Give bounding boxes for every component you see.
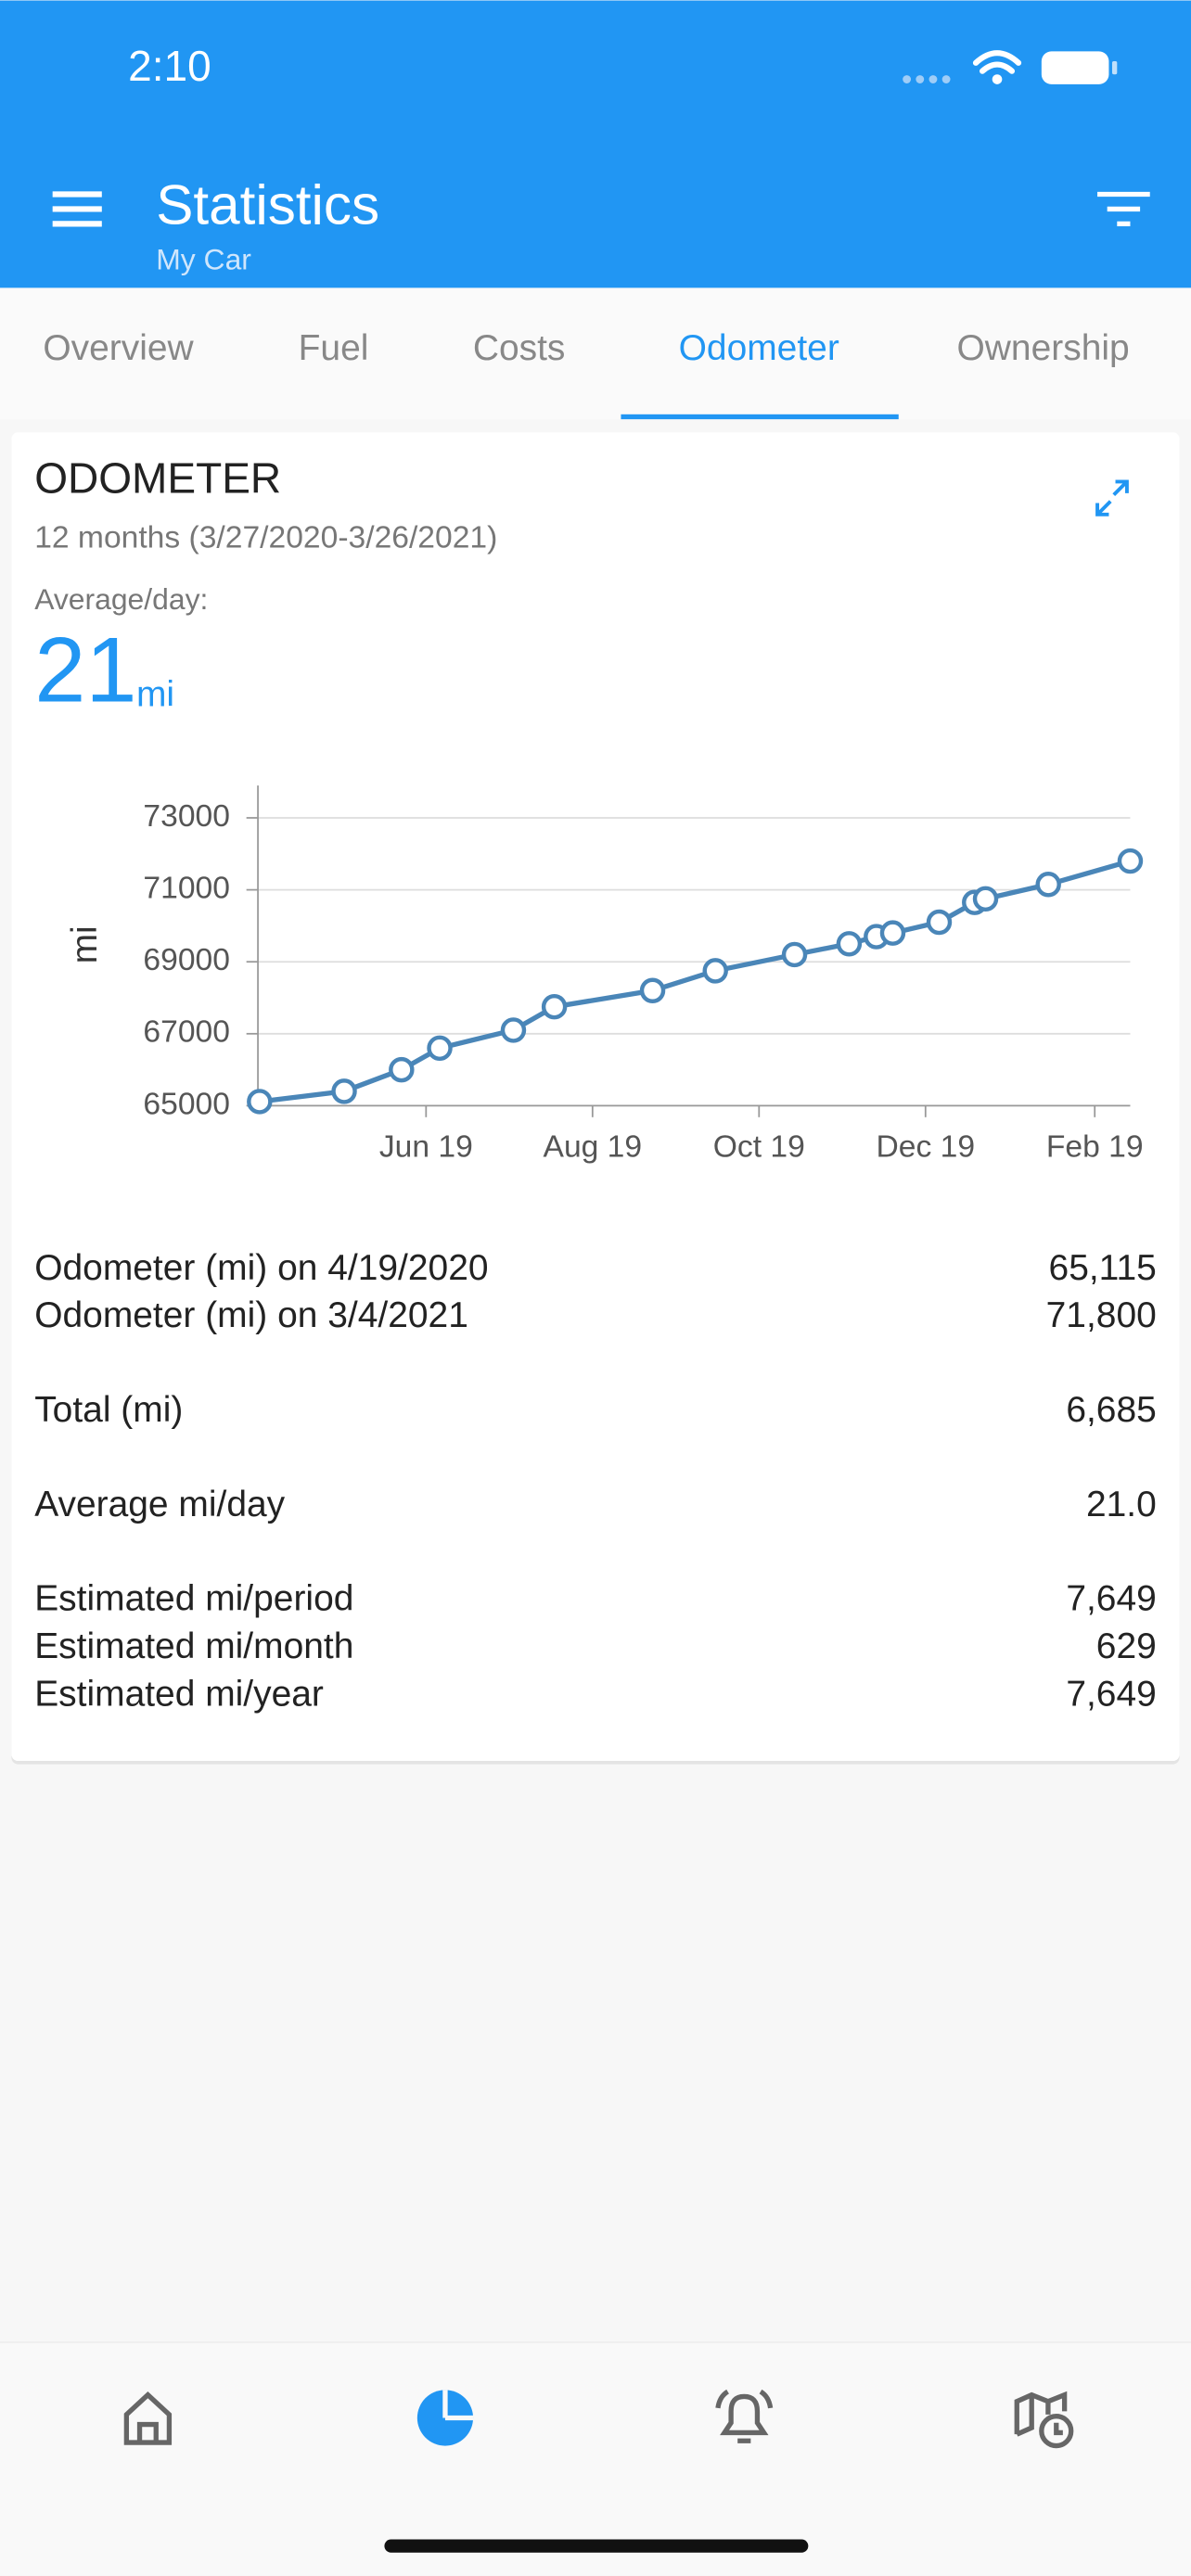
tabs: Overview Fuel Costs Odometer Ownership (43, 328, 1130, 420)
nav-reminders[interactable] (715, 2389, 774, 2443)
stat-value: 7,649 (1066, 1579, 1156, 1619)
stat-label: Estimated mi/year (34, 1674, 324, 1714)
battery-tip (1111, 61, 1118, 75)
data-point (879, 920, 906, 946)
data-point (389, 1056, 415, 1083)
stat-value: 7,649 (1066, 1674, 1156, 1714)
data-point (702, 958, 728, 984)
stat-value: 21.0 (1086, 1485, 1157, 1524)
y-tick-label: 73000 (143, 799, 230, 834)
chart: 65000 67000 69000 71000 73000 Jun 19 Aug 19 Oct… (143, 785, 1144, 1164)
stat-value: 71,800 (1046, 1295, 1157, 1335)
data-point (427, 1035, 453, 1062)
average-value: 21 (34, 618, 136, 721)
nav-history[interactable] (1014, 2391, 1074, 2449)
data-point (836, 931, 863, 957)
average-unit: mi (136, 675, 174, 715)
home-indicator (384, 2539, 809, 2553)
y-tick-label: 67000 (143, 1015, 230, 1050)
data-point (541, 993, 568, 1020)
data-point (1117, 848, 1144, 874)
tab[interactable]: Ownership (957, 328, 1130, 368)
nav-statistics[interactable] (416, 2390, 474, 2446)
stat-value: 6,685 (1066, 1390, 1156, 1430)
y-tick-label: 71000 (143, 871, 230, 905)
data-point (500, 1017, 527, 1043)
y-axis-label: mi (65, 925, 105, 963)
stat-value: 65,115 (1049, 1248, 1157, 1288)
card-title: ODOMETER (34, 454, 281, 503)
card-period: 12 months (3/27/2020-3/26/2021) (34, 520, 497, 555)
card (11, 432, 1180, 1762)
tab-bar (0, 287, 1191, 420)
tab-indicator (621, 414, 899, 420)
y-tick-label: 65000 (143, 1087, 230, 1121)
average-label: Average/day: (34, 582, 208, 616)
stat-label: Odometer (mi) on 3/4/2021 (34, 1295, 468, 1335)
bottom-nav (0, 2342, 1191, 2576)
data-point (781, 941, 808, 968)
nav-home[interactable] (123, 2391, 173, 2445)
data-point (972, 886, 999, 912)
stat-label: Average mi/day (34, 1485, 285, 1524)
data-point (926, 909, 953, 936)
tab[interactable]: Overview (43, 328, 194, 368)
battery-icon (1041, 51, 1109, 84)
stat-value: 629 (1096, 1626, 1157, 1666)
data-point (247, 1089, 273, 1115)
x-tick-label: Dec 19 (877, 1129, 976, 1164)
stat-label: Odometer (mi) on 4/19/2020 (34, 1248, 488, 1288)
status-time: 2:10 (128, 42, 211, 90)
filter-button[interactable] (1097, 191, 1150, 227)
signal-icon (903, 75, 951, 83)
app-bar (0, 0, 1191, 288)
x-tick-label: Feb 19 (1046, 1129, 1144, 1164)
tab[interactable]: Costs (473, 328, 566, 368)
tab[interactable]: Odometer (679, 328, 839, 368)
stat-label: Estimated mi/month (34, 1626, 353, 1666)
app-title: Statistics (156, 172, 379, 236)
data-point (639, 977, 666, 1003)
stat-label: Estimated mi/period (34, 1579, 353, 1619)
stats: Odometer (mi) on 4/19/2020 65,115 Odometer… (34, 1248, 1157, 1715)
y-tick-label: 69000 (143, 943, 230, 977)
app-subtitle: My Car (156, 243, 251, 276)
data-point (331, 1078, 357, 1104)
x-tick-label: Oct 19 (713, 1129, 805, 1164)
tab[interactable]: Fuel (299, 328, 369, 368)
menu-button[interactable] (52, 191, 102, 227)
wifi-icon (972, 50, 1022, 74)
stat-label: Total (mi) (34, 1390, 183, 1430)
expand-button[interactable] (1095, 479, 1129, 516)
wifi-dot (992, 74, 1003, 84)
x-tick-label: Jun 19 (379, 1129, 473, 1164)
data-point (1035, 872, 1061, 898)
x-tick-label: Aug 19 (544, 1129, 643, 1164)
